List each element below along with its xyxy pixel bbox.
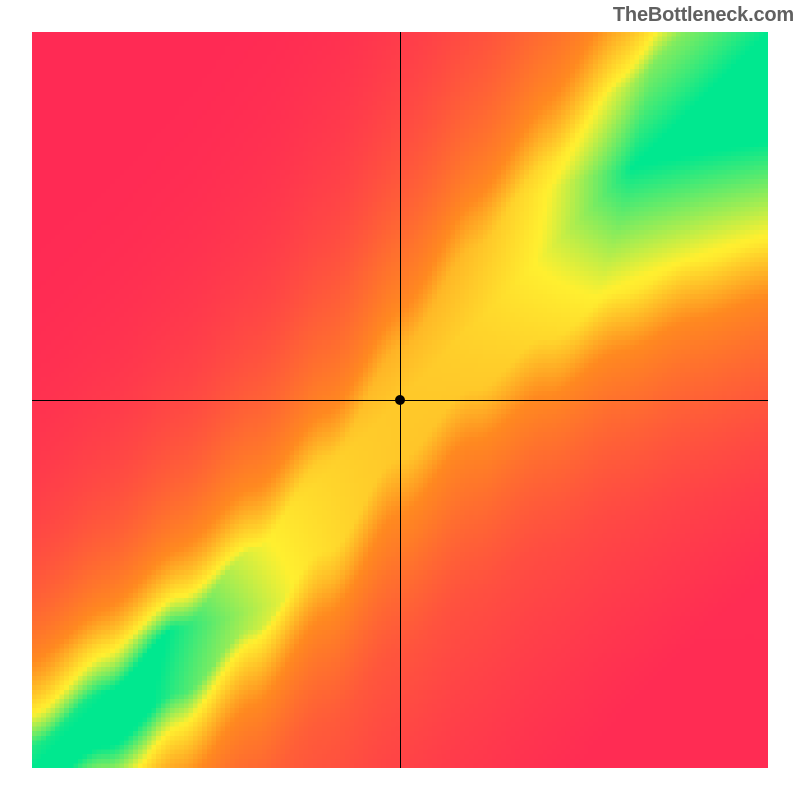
watermark-text: TheBottleneck.com [613,4,794,27]
chart-container: { "watermark": { "text": "TheBottleneck.… [0,0,800,800]
crosshair-dot [395,395,405,405]
heatmap-plot [32,32,768,768]
